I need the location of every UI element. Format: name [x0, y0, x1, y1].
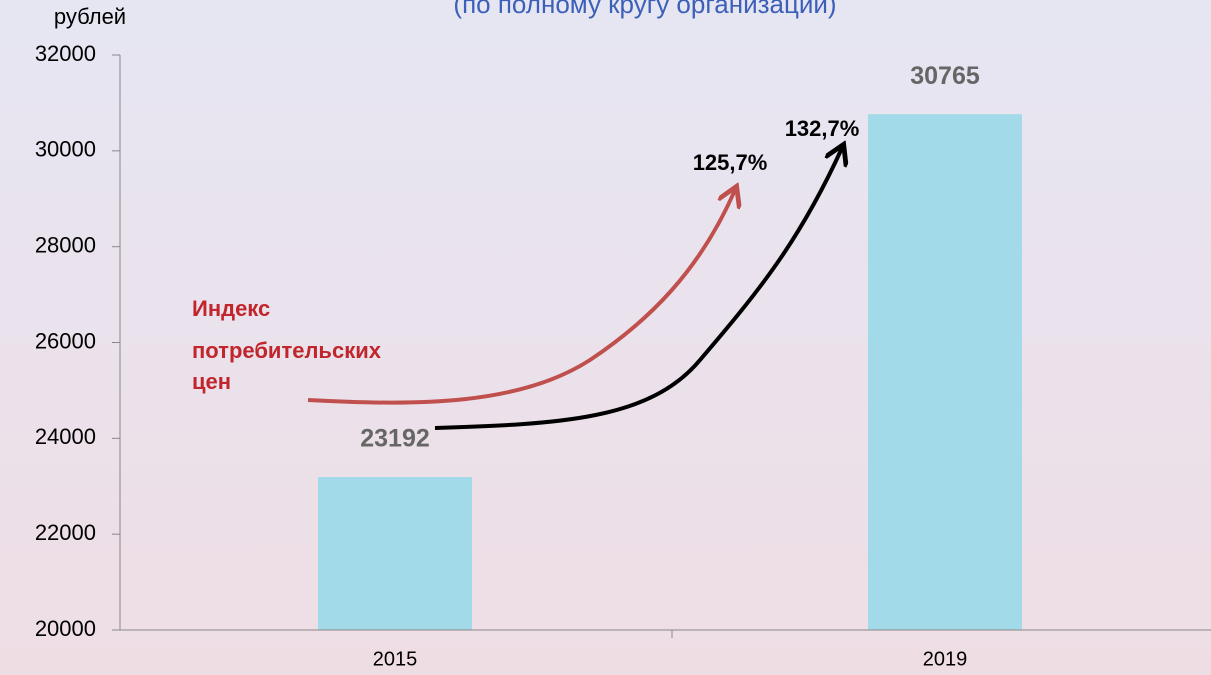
- y-axis-label: рублей: [54, 4, 126, 29]
- cpi-label: Индекс потребительских цен: [192, 296, 387, 394]
- y-tick-label: 32000: [35, 41, 96, 66]
- cpi-growth: 125,7%: [693, 150, 768, 175]
- cpi-label-line: цен: [192, 369, 231, 394]
- wage-arrow: [434, 148, 842, 430]
- x-tick-label: 2019: [923, 648, 968, 670]
- value-label: 23192: [360, 425, 430, 453]
- chart-subtitle: (по полному кругу организаций): [453, 0, 836, 19]
- x-tick-label: 2015: [373, 648, 418, 670]
- cpi-label-line: потребительских: [192, 338, 382, 363]
- y-tick-label: 28000: [35, 232, 96, 257]
- bar: [318, 477, 472, 630]
- value-label: 30765: [910, 62, 980, 90]
- y-tick-label: 26000: [35, 328, 96, 353]
- y-tick-label: 20000: [35, 616, 96, 641]
- plot: 20000 22000 24000 26000 28000 30000 32000 2015 2…: [35, 41, 1022, 670]
- y-tick-label: 30000: [35, 137, 96, 162]
- cpi-label-line: Индекс: [192, 296, 270, 321]
- wage-growth: 132,7%: [785, 116, 860, 141]
- bar: [868, 114, 1022, 631]
- cpi-arrow: [307, 190, 735, 405]
- y-tick-label: 24000: [35, 424, 96, 449]
- y-tick-label: 22000: [35, 520, 96, 545]
